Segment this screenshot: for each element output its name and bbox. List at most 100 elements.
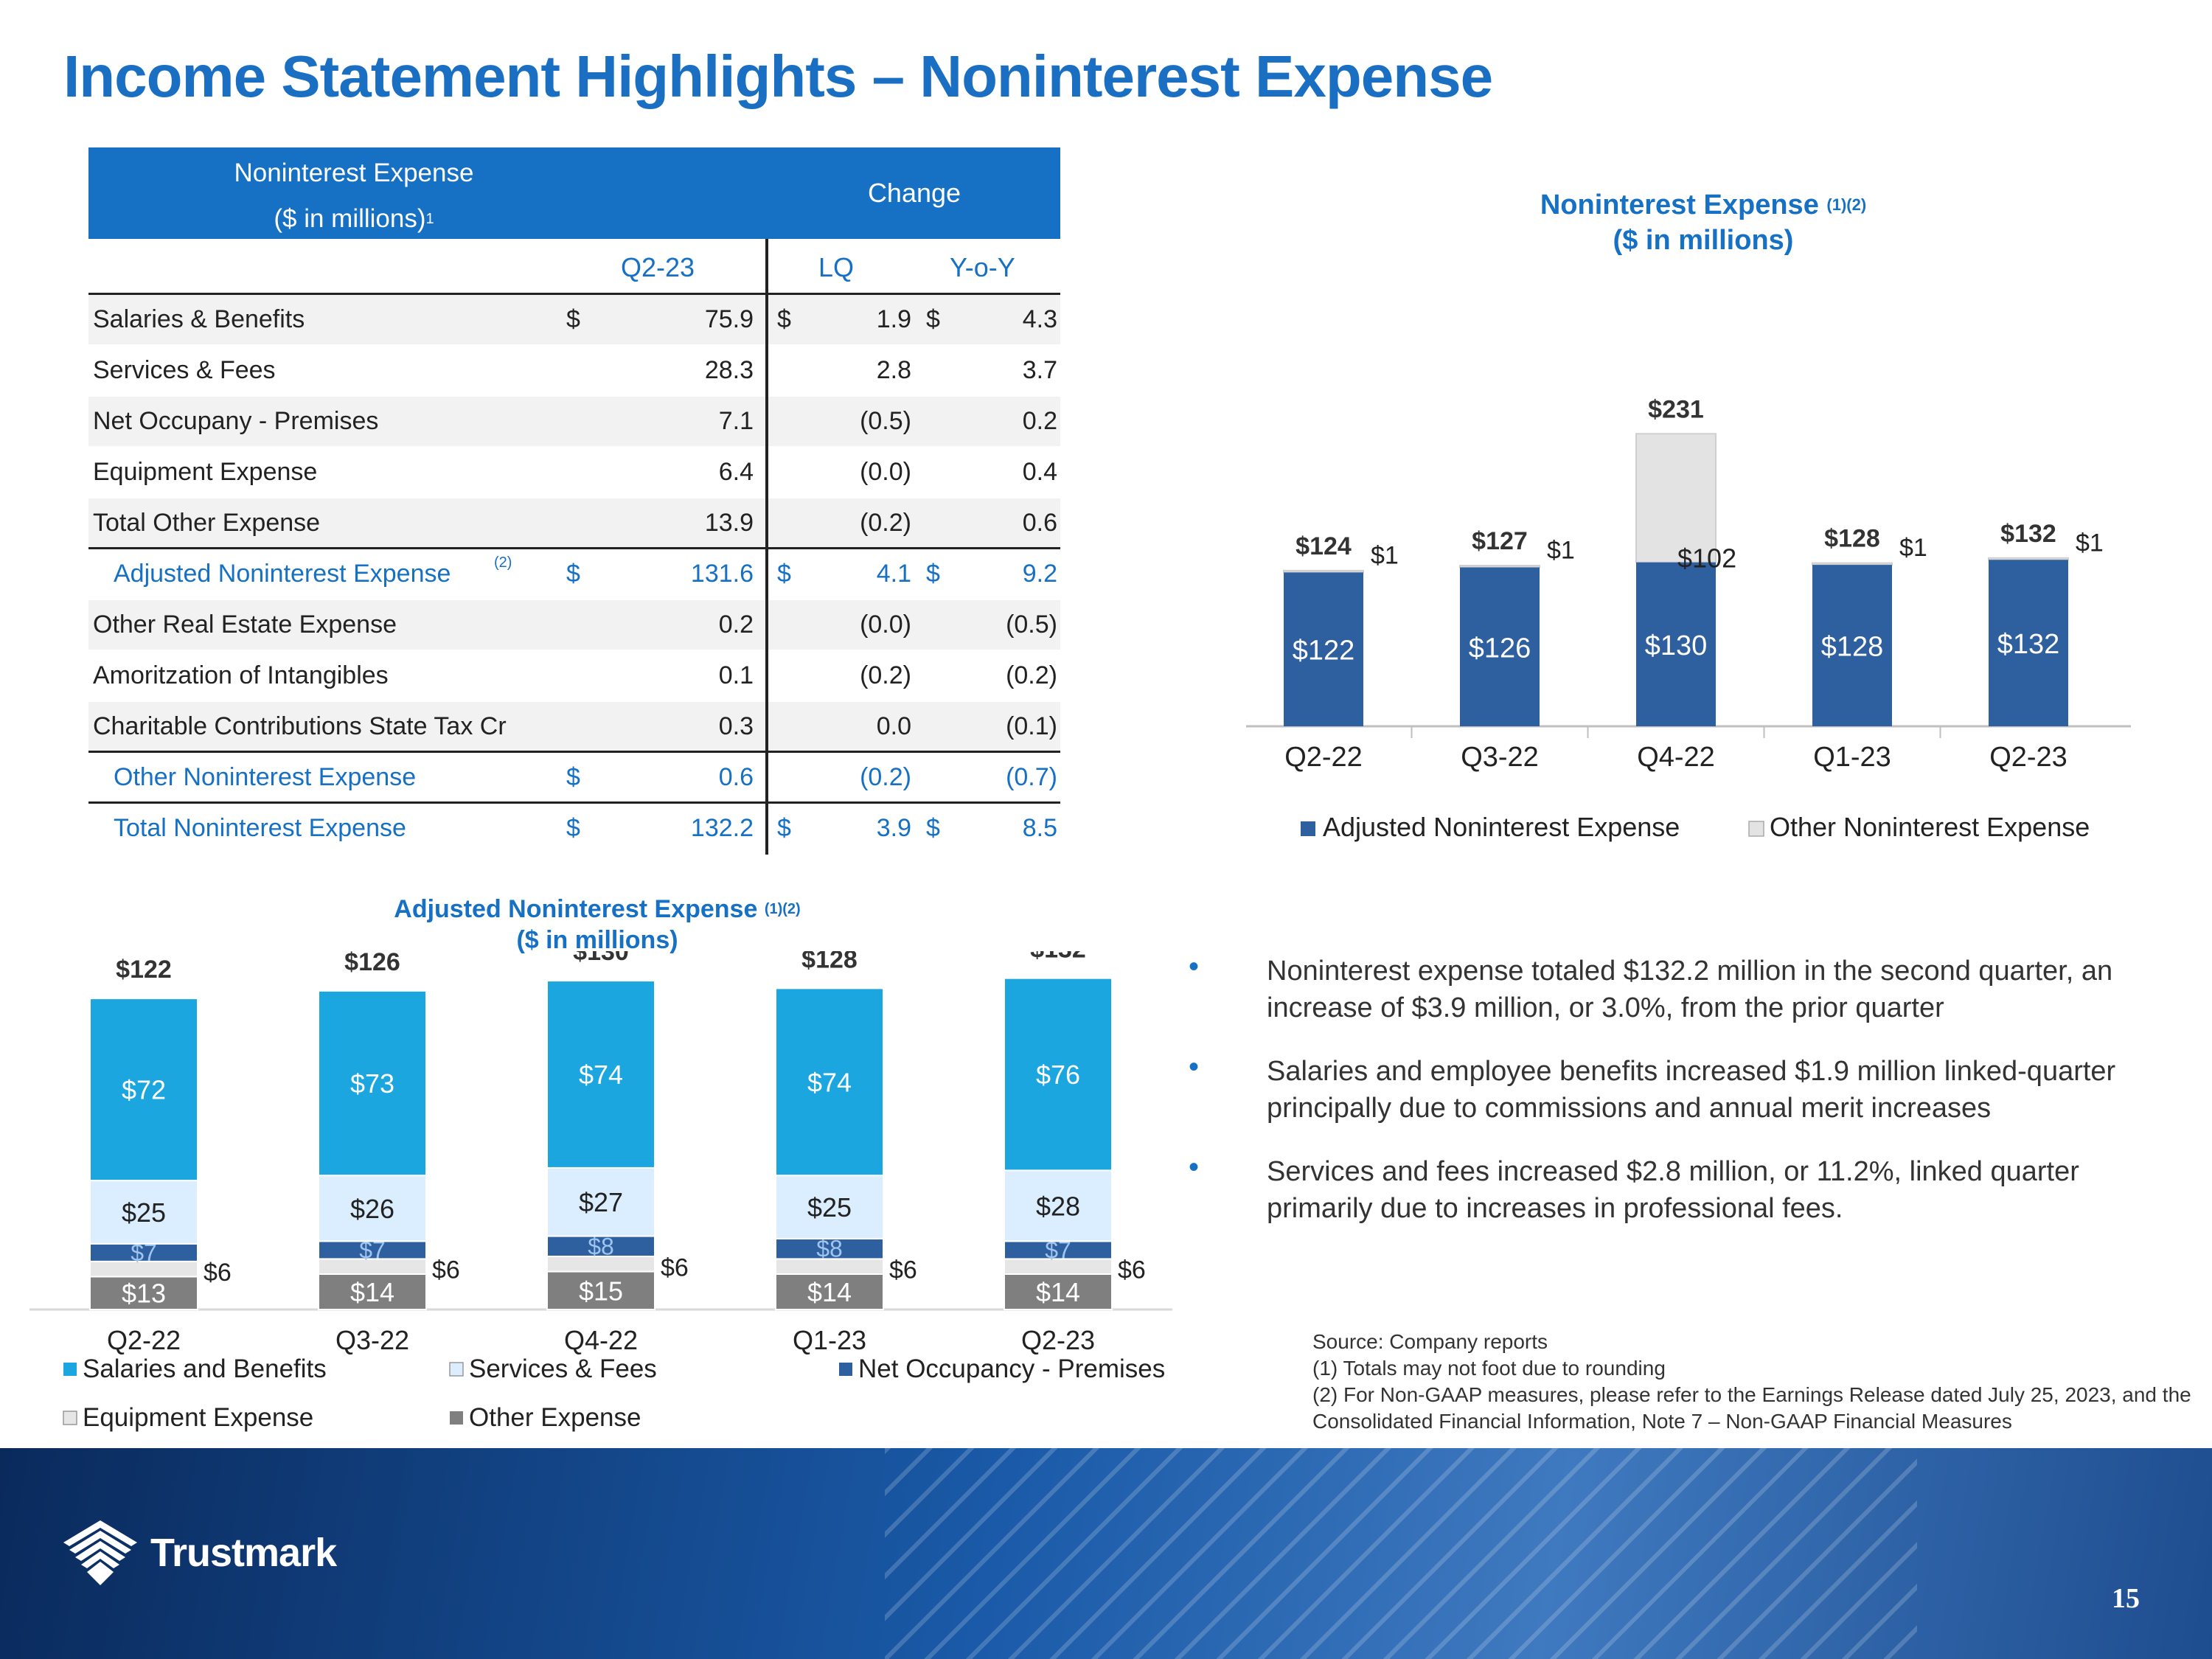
table-cell-d1: $ xyxy=(566,763,580,791)
chart1-bar-other xyxy=(1283,569,1364,574)
chart1-bar-other xyxy=(1635,433,1717,563)
chart1-title-sup: (1)(2) xyxy=(1826,195,1867,214)
chart1-subtitle: ($ in millions) xyxy=(1613,225,1794,256)
chart1-bar-other xyxy=(1988,557,2069,561)
table-cell-sup: (2) xyxy=(494,554,512,571)
table-cell-d3: $ xyxy=(926,560,940,588)
chart1-category-label: Q3-22 xyxy=(1461,742,1539,773)
chart2-legend-swatch xyxy=(839,1363,852,1376)
table-cell-v3: (0.7) xyxy=(1006,763,1057,791)
chart1-label-adjusted: $130 xyxy=(1645,630,1708,661)
table-cell-v2: 0.0 xyxy=(876,712,911,740)
chart2-segment-label: $6 xyxy=(432,1256,460,1284)
chart1-title-line: Noninterest Expense (1)(2) xyxy=(1401,187,2006,223)
chart2-adjusted-noninterest-expense: $13$6$7$25$72$122Q2-22$14$6$7$26$73$126Q… xyxy=(29,951,1172,1432)
chart2-legend-label: Salaries and Benefits xyxy=(83,1354,327,1383)
expense-table: Noninterest Expense ($ in millions)1 Cha… xyxy=(88,147,1060,855)
table-row: Other Noninterest Expense $0.6 (0.2) (0.7) xyxy=(88,753,1060,804)
chart2-bar-segment xyxy=(1004,977,1113,1172)
chart1-total-label: $231 xyxy=(1648,395,1704,423)
table-divider xyxy=(765,239,768,295)
chart2-total-label: $128 xyxy=(801,951,858,973)
table-cell-v1: 0.3 xyxy=(718,712,754,740)
chart2-legend-label: Services & Fees xyxy=(469,1354,657,1383)
table-cell-v3: (0.5) xyxy=(1006,611,1057,639)
footnotes: Source: Company reports (1) Totals may n… xyxy=(1312,1329,2197,1435)
chart2-category-label: Q2-22 xyxy=(107,1325,181,1355)
table-cell-d1: $ xyxy=(566,305,580,333)
chart1-legend-swatch xyxy=(1748,821,1764,837)
chart2-segment-label: $14 xyxy=(1036,1277,1080,1307)
chart2-category-label: Q3-22 xyxy=(335,1325,409,1355)
table-row: Amoritzation of Intangibles 0.1 (0.2) (0.2) xyxy=(88,651,1060,702)
chart2-legend-label: Other Expense xyxy=(469,1403,641,1432)
chart1-category-label: Q2-22 xyxy=(1284,742,1363,773)
chart2-total-label: $132 xyxy=(1030,951,1086,964)
chart1-bar-adjusted xyxy=(1460,567,1540,726)
chart2-segment-label: $6 xyxy=(661,1253,689,1281)
chart1-label-adjusted: $132 xyxy=(1997,629,2060,660)
chart2-total-label: $122 xyxy=(116,956,172,984)
chart1-label-other: $1 xyxy=(1371,541,1399,569)
chart2-legend-swatch xyxy=(63,1363,77,1376)
table-cell-v3: 0.2 xyxy=(1022,407,1057,435)
table-cell-label: Adjusted Noninterest Expense xyxy=(114,560,451,588)
table-row: Services & Fees 28.3 2.8 3.7 xyxy=(88,346,1060,397)
table-cell-label: Other Real Estate Expense xyxy=(93,611,397,639)
bullet-dot: • xyxy=(1189,1051,1200,1083)
table-cell-label: Services & Fees xyxy=(93,356,276,384)
table-cell-d3: $ xyxy=(926,814,940,842)
chart1-bar-adjusted xyxy=(1284,572,1363,726)
chart1-bar-adjusted xyxy=(1812,565,1892,726)
footer-band xyxy=(0,1448,2212,1659)
table-cell-v3: 4.3 xyxy=(1022,305,1057,333)
table-cell-v1: 0.1 xyxy=(718,661,754,689)
chart2-category-label: Q1-23 xyxy=(793,1325,866,1355)
table-row: Total Noninterest Expense $132.2 $3.9 $8.5 xyxy=(88,804,1060,855)
table-cell-d3: $ xyxy=(926,305,940,333)
chart2-bar-segment xyxy=(89,1276,198,1311)
table-cell-label: Total Noninterest Expense xyxy=(114,814,406,842)
chart1-label-other: $1 xyxy=(2076,529,2104,557)
chart2-segment-label: $8 xyxy=(588,1233,614,1259)
table-header-line1: Noninterest Expense xyxy=(234,159,474,187)
chart1-label-adjusted: $122 xyxy=(1293,636,1355,667)
chart2-bar-segment xyxy=(318,990,427,1177)
bullet-text-1: Noninterest expense totaled $132.2 milli… xyxy=(1267,956,2113,1023)
table-cell-v1: 7.1 xyxy=(718,407,754,435)
chart2-segment-label: $25 xyxy=(807,1192,852,1222)
table-cell-v3: 3.7 xyxy=(1022,356,1057,384)
col-lq: LQ xyxy=(818,252,855,282)
chart2-segment-label: $6 xyxy=(889,1256,917,1284)
table-cell-v1: 28.3 xyxy=(704,356,754,384)
chart1-category-label: Q2-23 xyxy=(1989,742,2067,773)
chart2-bar-segment xyxy=(1004,1169,1113,1242)
table-cell-v1: 75.9 xyxy=(704,305,754,333)
chart2-segment-label: $6 xyxy=(1118,1256,1146,1284)
bullet-text-2: Salaries and employee benefits increased… xyxy=(1267,1056,2116,1124)
bullet-dot: • xyxy=(1189,950,1200,983)
chart1-category-label: Q4-22 xyxy=(1637,742,1715,773)
footer-stripes xyxy=(885,1448,1917,1659)
chart2-subtitle: ($ in millions) xyxy=(516,926,678,954)
chart1-legend-label: Adjusted Noninterest Expense xyxy=(1323,812,1680,842)
table-row: Adjusted Noninterest Expense (2) $131.6 $4.… xyxy=(88,549,1060,600)
chart1-label-other: $102 xyxy=(1677,543,1736,573)
table-cell-v1: 131.6 xyxy=(690,560,754,588)
table-cell-v2: 1.9 xyxy=(876,305,911,333)
table-cell-v2: 2.8 xyxy=(876,356,911,384)
table-cell-label: Amoritzation of Intangibles xyxy=(93,661,389,689)
chart2-bar-segment xyxy=(546,980,655,1169)
chart2-segment-label: $25 xyxy=(122,1197,166,1228)
chart1-bar-adjusted xyxy=(1636,562,1716,726)
chart2-bar-segment xyxy=(775,987,884,1177)
table-header: Noninterest Expense ($ in millions)1 Cha… xyxy=(88,147,1060,239)
chart2-legend-swatch xyxy=(63,1411,77,1425)
chart2-legend-label: Net Occupancy - Premises xyxy=(858,1354,1165,1383)
table-cell-v2: (0.2) xyxy=(860,661,911,689)
table-header-sup: 1 xyxy=(425,211,434,227)
chart2-title: Adjusted Noninterest Expense (1)(2) ($ i… xyxy=(295,894,900,956)
chart1-category-label: Q1-23 xyxy=(1813,742,1891,773)
col-yoy: Y-o-Y xyxy=(950,252,1015,282)
table-cell-v1: 0.6 xyxy=(718,763,754,791)
